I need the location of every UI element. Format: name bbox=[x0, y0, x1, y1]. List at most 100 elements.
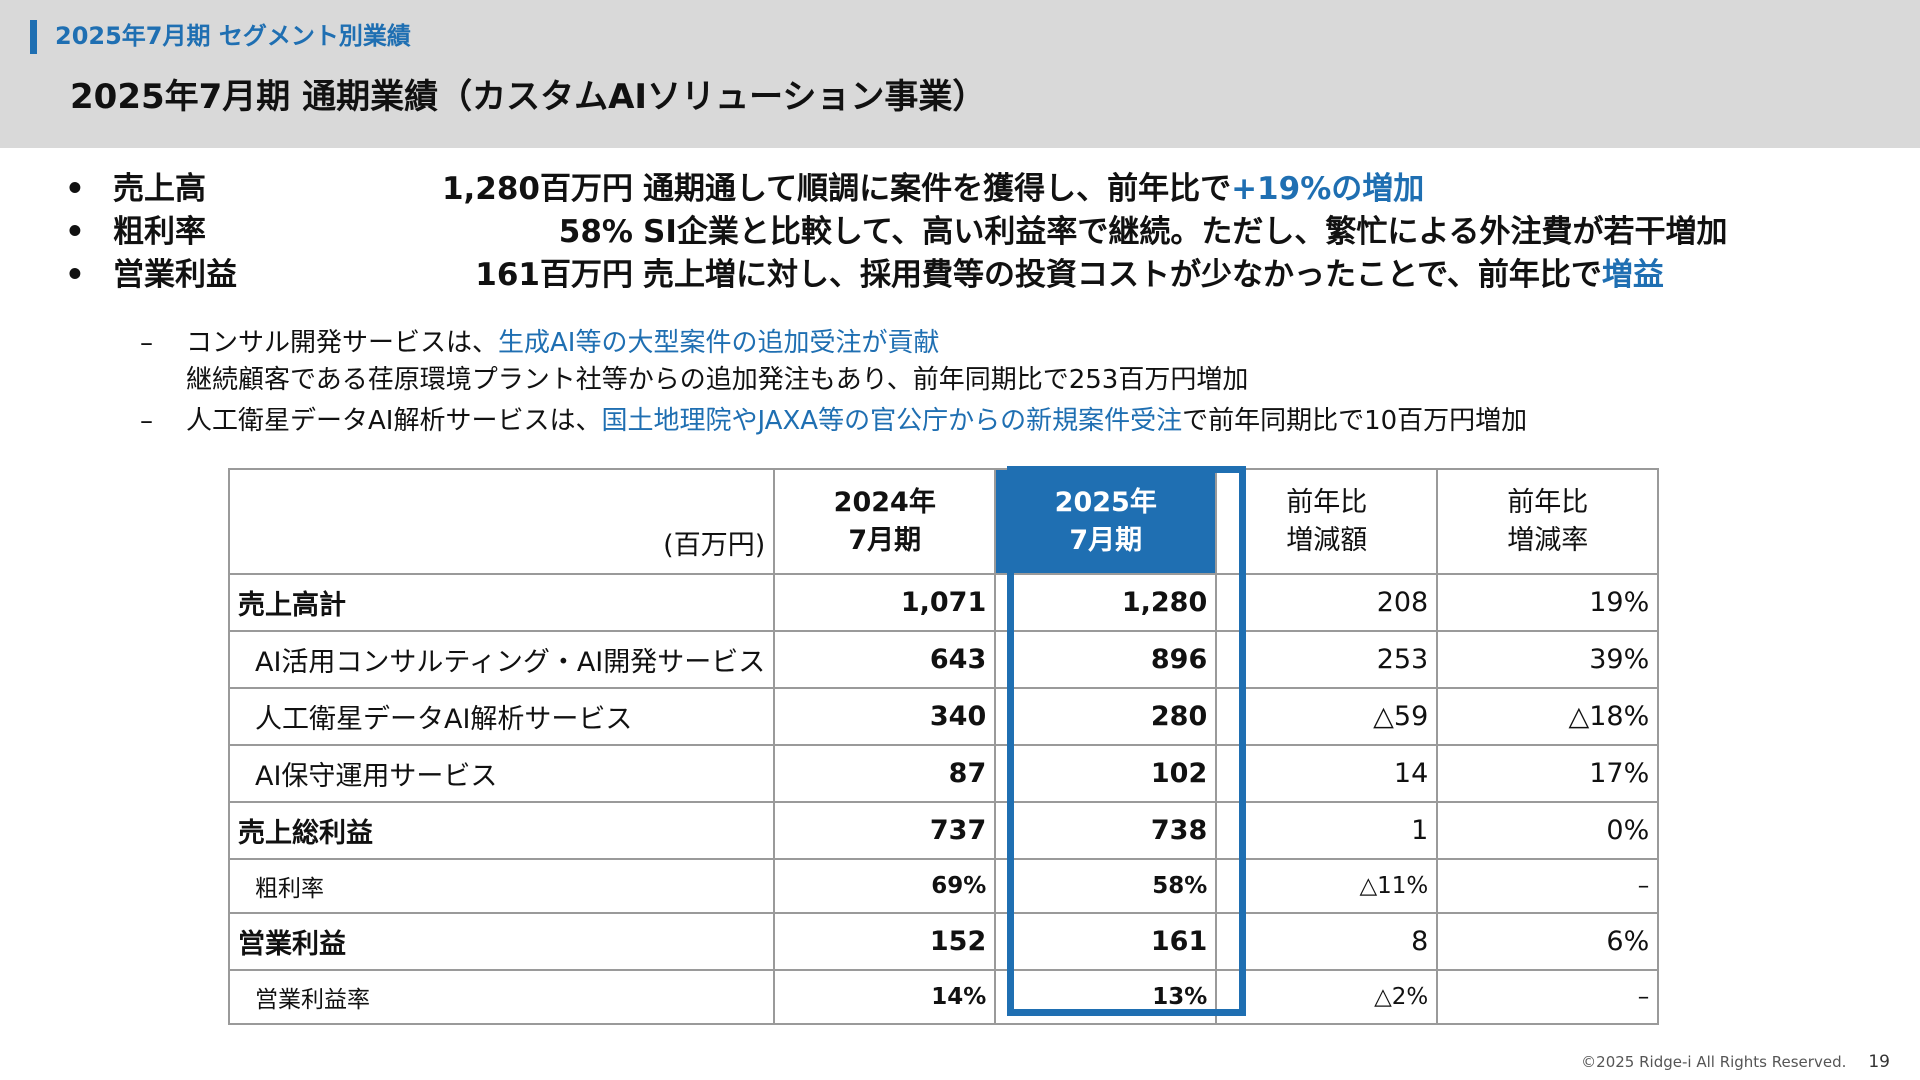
summary-comment-text: 売上増に対し、採用費等の投資コストが少なかったことで、前年比で bbox=[643, 257, 1602, 293]
summary-highlight: +19%の増加 bbox=[1231, 171, 1425, 207]
section-title: 2025年7月期 セグメント別業績 bbox=[55, 22, 411, 50]
table-row-operating-margin: 営業利益率 14% 13% △2% – bbox=[227, 969, 1660, 1025]
cell-rate: 6% bbox=[1436, 912, 1660, 971]
row-label: 粗利率 bbox=[227, 858, 776, 914]
row-label: 人工衛星データAI解析サービス bbox=[227, 687, 776, 746]
cell-rate: 19% bbox=[1436, 573, 1660, 632]
summary-value: 161百万円 bbox=[475, 257, 633, 293]
cell-2024: 737 bbox=[773, 801, 997, 860]
summary-highlight: 増益 bbox=[1601, 257, 1664, 293]
note-prefix: 人工衛星データAI解析サービスは、 bbox=[186, 406, 602, 436]
page-title: 2025年7月期 通期業績（カスタムAIソリューション事業） bbox=[70, 77, 987, 117]
bullet-dot: • bbox=[65, 171, 85, 207]
cell-diff: 8 bbox=[1215, 912, 1439, 971]
copyright: ©2025 Ridge-i All Rights Reserved. bbox=[1581, 1053, 1847, 1071]
cell-2025: 102 bbox=[994, 744, 1218, 803]
note-satellite: – 人工衛星データAI解析サービスは、国土地理院やJAXA等の官公庁からの新規案… bbox=[140, 403, 1880, 440]
header-2024-line1: 2024年 bbox=[833, 486, 936, 518]
summary-comment: 売上増に対し、採用費等の投資コストが少なかったことで、前年比で増益 bbox=[643, 254, 1664, 297]
header-2025-line1: 2025年 bbox=[1054, 486, 1157, 518]
table-row-gross-margin: 粗利率 69% 58% △11% – bbox=[227, 858, 1660, 914]
page-number: 19 bbox=[1868, 1052, 1890, 1072]
summary-label: 営業利益 bbox=[113, 257, 237, 293]
cell-2025: 738 bbox=[994, 801, 1218, 860]
cell-rate: – bbox=[1436, 858, 1660, 914]
cell-2024: 152 bbox=[773, 912, 997, 971]
cell-rate: 0% bbox=[1436, 801, 1660, 860]
table-row-satellite: 人工衛星データAI解析サービス 340 280 △59 △18% bbox=[227, 687, 1660, 746]
cell-2024: 69% bbox=[773, 858, 997, 914]
header-yoy-rate: 前年比 増減率 bbox=[1436, 468, 1660, 575]
table-row-total-sales: 売上高計 1,071 1,280 208 19% bbox=[227, 573, 1660, 632]
cell-2024: 643 bbox=[773, 630, 997, 689]
table-row-consulting: AI活用コンサルティング・AI開発サービス 643 896 253 39% bbox=[227, 630, 1660, 689]
note-highlight: 生成AI等の大型案件の追加受注が貢献 bbox=[498, 328, 940, 358]
cell-diff: △11% bbox=[1215, 858, 1439, 914]
cell-2025: 1,280 bbox=[994, 573, 1218, 632]
cell-rate: 39% bbox=[1436, 630, 1660, 689]
note-highlight: 国土地理院やJAXA等の官公庁からの新規案件受注 bbox=[601, 406, 1183, 436]
summary-label: 売上高 bbox=[113, 171, 206, 207]
summary-comment: 通期通して順調に案件を獲得し、前年比で+19%の増加 bbox=[643, 168, 1424, 211]
header-diff-line2: 増減額 bbox=[1286, 524, 1368, 556]
cell-rate: △18% bbox=[1436, 687, 1660, 746]
bullet-dot: • bbox=[65, 214, 85, 250]
summary-list: • 売上高 1,280百万円 通期通して順調に案件を獲得し、前年比で+19%の増… bbox=[65, 168, 1885, 297]
cell-diff: 208 bbox=[1215, 573, 1439, 632]
results-table: (百万円) 2024年 7月期 2025年 7月期 前年比増減額 前年比 増減率 売上… bbox=[227, 468, 1660, 1025]
table-row-maintenance: AI保守運用サービス 87 102 14 17% bbox=[227, 744, 1660, 803]
summary-item-operating-profit: • 営業利益 161百万円 売上増に対し、採用費等の投資コストが少なかったことで… bbox=[65, 254, 1885, 297]
header-2024: 2024年 7月期 bbox=[773, 468, 997, 575]
summary-item-sales: • 売上高 1,280百万円 通期通して順調に案件を獲得し、前年比で+19%の増… bbox=[65, 168, 1885, 211]
dash-marker: – bbox=[140, 328, 153, 358]
cell-2024: 1,071 bbox=[773, 573, 997, 632]
unit-header: (百万円) bbox=[227, 468, 776, 575]
header-2025: 2025年 7月期 bbox=[994, 468, 1218, 575]
cell-2024: 87 bbox=[773, 744, 997, 803]
summary-value: 58% bbox=[558, 214, 633, 250]
header-diff-line1: 前年比 bbox=[1286, 486, 1368, 518]
row-label: 売上総利益 bbox=[227, 801, 776, 860]
summary-comment-text: 通期通して順調に案件を獲得し、前年比で bbox=[643, 171, 1232, 207]
summary-value: 1,280百万円 bbox=[441, 171, 633, 207]
cell-2025: 280 bbox=[994, 687, 1218, 746]
row-label: 売上高計 bbox=[227, 573, 776, 632]
cell-rate: – bbox=[1436, 969, 1660, 1025]
header-rate-line2: 増減率 bbox=[1507, 524, 1589, 556]
dash-marker: – bbox=[140, 406, 153, 436]
results-table-wrapper: (百万円) 2024年 7月期 2025年 7月期 前年比増減額 前年比 増減率 売上… bbox=[227, 466, 1660, 1025]
header-band: 2025年7月期 セグメント別業績 2025年7月期 通期業績（カスタムAIソリ… bbox=[0, 0, 1920, 148]
cell-diff: 14 bbox=[1215, 744, 1439, 803]
row-label: AI活用コンサルティング・AI開発サービス bbox=[227, 630, 776, 689]
table-row-operating-profit: 営業利益 152 161 8 6% bbox=[227, 912, 1660, 971]
header-yoy-diff: 前年比 増減額 bbox=[1215, 468, 1439, 575]
note-prefix: コンサル開発サービスは、 bbox=[186, 328, 499, 358]
cell-rate: 17% bbox=[1436, 744, 1660, 803]
bullet-dot: • bbox=[65, 257, 85, 293]
summary-item-gross-margin: • 粗利率 58% SI企業と比較して、高い利益率で継続。ただし、繁忙による外注… bbox=[65, 211, 1885, 254]
cell-2025: 896 bbox=[994, 630, 1218, 689]
note-line-1: コンサル開発サービスは、生成AI等の大型案件の追加受注が貢献 bbox=[186, 325, 1880, 362]
cell-2025: 13% bbox=[994, 969, 1218, 1025]
cell-diff: △2% bbox=[1215, 969, 1439, 1025]
cell-diff: 253 bbox=[1215, 630, 1439, 689]
cell-diff: △59 bbox=[1215, 687, 1439, 746]
row-label: 営業利益 bbox=[227, 912, 776, 971]
cell-2025: 161 bbox=[994, 912, 1218, 971]
summary-comment: SI企業と比較して、高い利益率で継続。ただし、繁忙による外注費が若干増加 bbox=[643, 214, 1728, 250]
header-2025-line2: 7月期 bbox=[1069, 524, 1143, 556]
cell-2024: 340 bbox=[773, 687, 997, 746]
table-row-gross-profit: 売上総利益 737 738 1 0% bbox=[227, 801, 1660, 860]
note-line-1: 人工衛星データAI解析サービスは、国土地理院やJAXA等の官公庁からの新規案件受… bbox=[186, 403, 1880, 440]
note-consulting: – コンサル開発サービスは、生成AI等の大型案件の追加受注が貢献 継続顧客である… bbox=[140, 325, 1880, 399]
section-marker bbox=[30, 20, 37, 54]
note-line-2: 継続顧客である荏原環境プラント社等からの追加発注もあり、前年同期比で253百万円… bbox=[186, 365, 1249, 395]
summary-label: 粗利率 bbox=[113, 214, 206, 250]
note-suffix: で前年同期比で10百万円増加 bbox=[1182, 406, 1528, 436]
cell-2024: 14% bbox=[773, 969, 997, 1025]
header-2024-line2: 7月期 bbox=[848, 524, 922, 556]
cell-2025: 58% bbox=[994, 858, 1218, 914]
row-label: 営業利益率 bbox=[227, 969, 776, 1025]
row-label: AI保守運用サービス bbox=[227, 744, 776, 803]
table-header-row: (百万円) 2024年 7月期 2025年 7月期 前年比増減額 前年比 増減率 bbox=[227, 468, 1660, 575]
